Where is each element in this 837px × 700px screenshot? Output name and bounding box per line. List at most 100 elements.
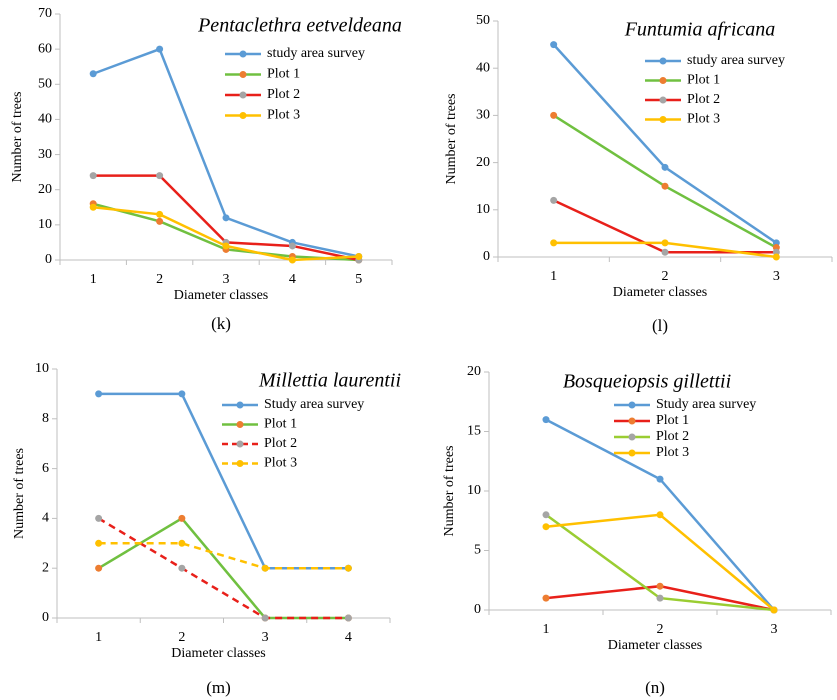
point (156, 217, 164, 225)
x-tick-label: 4 (289, 272, 296, 287)
series-line (552, 114, 777, 249)
y-tick-label: 0 (42, 610, 49, 625)
x-tick-label: 3 (771, 622, 778, 637)
legend-label: Plot 3 (264, 456, 297, 471)
x-tick-label: 1 (90, 272, 97, 287)
point (770, 606, 778, 614)
point (772, 253, 780, 261)
point (95, 514, 103, 522)
point (661, 163, 669, 171)
series-line (92, 47, 360, 258)
legend-marker (628, 417, 636, 425)
y-tick-label: 20 (476, 155, 490, 170)
point (550, 196, 558, 204)
point (178, 514, 186, 522)
legend-marker (236, 460, 244, 467)
legend-marker (239, 50, 247, 58)
chart-title: Funtumia africana (624, 19, 776, 41)
x-tick-label: 2 (156, 272, 163, 287)
y-tick-label: 4 (42, 511, 49, 526)
legend-label: Study area survey (656, 397, 756, 412)
x-tick-label: 1 (550, 269, 557, 284)
legend-label: Plot 3 (656, 445, 689, 460)
series-line (552, 43, 778, 244)
point (178, 564, 186, 572)
series-line (98, 542, 349, 570)
y-tick-label: 60 (38, 41, 52, 56)
point (288, 242, 296, 250)
legend-label: study area survey (267, 46, 365, 61)
x-axis-title: Diameter classes (608, 638, 702, 653)
x-tick-label: 2 (178, 630, 185, 645)
panel-label: (n) (645, 678, 665, 697)
point (156, 210, 164, 218)
y-axis-title: Number of trees (444, 94, 459, 185)
series-line (98, 392, 349, 570)
point (542, 416, 550, 424)
y-tick-label: 50 (38, 77, 52, 92)
point (156, 172, 164, 180)
point (89, 203, 97, 211)
point (542, 594, 550, 602)
x-axis-title: Diameter classes (171, 646, 265, 661)
panel-label: (k) (211, 314, 231, 333)
legend-marker (239, 71, 247, 78)
legend-label: Plot 1 (264, 417, 297, 432)
legend-marker (628, 449, 636, 457)
point (550, 111, 558, 119)
point (344, 614, 352, 622)
y-tick-label: 70 (38, 6, 52, 21)
legend-label: Plot 3 (267, 108, 300, 123)
y-tick-label: 30 (38, 147, 52, 162)
x-tick-label: 3 (773, 269, 780, 284)
y-tick-label: 8 (42, 411, 49, 426)
point (355, 252, 363, 260)
y-tick-label: 10 (35, 361, 49, 376)
y-tick-label: 10 (467, 483, 481, 498)
legend-label: Plot 2 (687, 92, 720, 107)
point (550, 239, 558, 247)
y-tick-label: 10 (476, 202, 490, 217)
point (95, 564, 103, 572)
legend-marker (659, 77, 667, 84)
point (656, 594, 664, 602)
legend-marker (239, 112, 247, 119)
chart-title: Millettia laurentii (258, 370, 401, 392)
y-tick-label: 20 (38, 182, 52, 197)
x-tick-label: 1 (543, 622, 550, 637)
point (222, 214, 230, 222)
y-tick-label: 40 (38, 112, 52, 127)
legend-label: Plot 3 (687, 112, 720, 127)
point (542, 511, 550, 519)
point (661, 182, 669, 190)
legend-marker (659, 57, 667, 65)
x-axis-title: Diameter classes (613, 285, 707, 300)
x-tick-label: 3 (262, 630, 269, 645)
y-tick-label: 0 (483, 249, 490, 264)
chart-title: Pentaclethra eetveldeana (197, 15, 402, 37)
legend-label: Plot 2 (267, 87, 300, 102)
legend-marker (628, 401, 636, 409)
panel-label: (m) (206, 678, 231, 697)
chart-title: Bosqueiopsis gillettii (563, 371, 731, 393)
y-tick-label: 2 (42, 560, 49, 575)
legend-label: Plot 2 (264, 436, 297, 451)
y-tick-label: 30 (476, 108, 490, 123)
point (222, 242, 230, 250)
point (95, 390, 103, 398)
legend-label: Plot 1 (656, 413, 689, 428)
point (542, 523, 550, 531)
y-tick-label: 50 (476, 13, 490, 28)
x-tick-label: 2 (657, 622, 664, 637)
y-tick-label: 0 (474, 602, 481, 617)
panel-label: (l) (652, 316, 668, 335)
point (178, 390, 186, 398)
point (156, 45, 164, 53)
y-tick-label: 0 (45, 252, 52, 267)
point (261, 614, 269, 622)
x-axis-title: Diameter classes (174, 288, 268, 303)
legend-marker (236, 401, 244, 409)
y-tick-label: 6 (42, 461, 49, 476)
point (656, 511, 664, 519)
